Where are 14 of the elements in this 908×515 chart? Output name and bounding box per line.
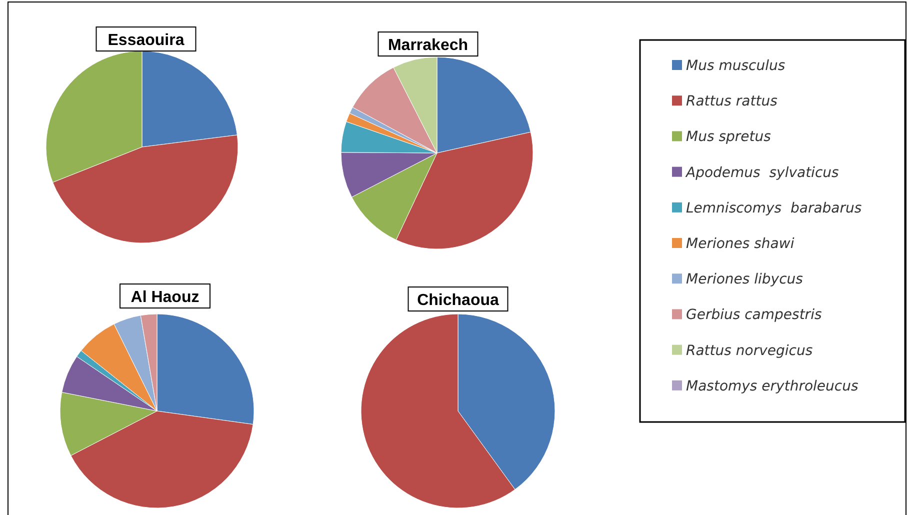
slice-label: Essaouira (108, 32, 184, 49)
legend-label: Meriones libycus (686, 272, 803, 288)
legend-label: Mus spretus (686, 129, 771, 146)
legend-label: Meriones shawi (686, 236, 794, 252)
legend-label: Lemniscomys barabarus (686, 200, 862, 216)
legend-label: Mastomys erythroleucus (686, 378, 858, 394)
slice-label: Marrakech (388, 37, 468, 54)
legend-label: Apodemus sylvaticus (685, 164, 839, 181)
slice-label: Chichaoua (417, 292, 499, 309)
legend-label: Rattus rattus (686, 94, 778, 110)
slice-label: Al Haouz (130, 289, 200, 306)
legend-label: Mus musculus (686, 58, 786, 74)
legend-label: Gerbius campestris (686, 307, 822, 324)
legend-label: Rattus norvegicus (686, 342, 813, 359)
